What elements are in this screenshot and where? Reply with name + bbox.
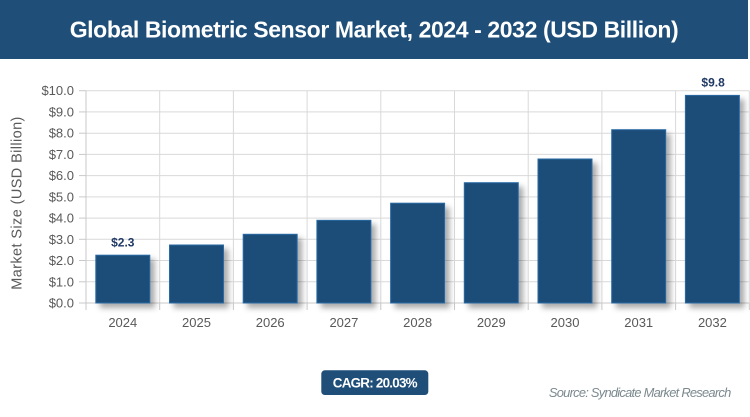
svg-text:2026: 2026 <box>256 315 285 330</box>
svg-text:2030: 2030 <box>551 315 580 330</box>
svg-text:Global Biometric Sensor Market: Global Biometric Sensor Market, 2024 - 2… <box>70 17 679 43</box>
svg-text:$0.0: $0.0 <box>49 296 74 311</box>
svg-text:2028: 2028 <box>403 315 432 330</box>
svg-text:$7.0: $7.0 <box>49 147 74 162</box>
svg-text:$5.0: $5.0 <box>49 189 74 204</box>
svg-text:$2.3: $2.3 <box>111 235 135 249</box>
svg-text:$8.0: $8.0 <box>49 126 74 141</box>
svg-text:$6.0: $6.0 <box>49 168 74 183</box>
svg-text:2032: 2032 <box>698 315 727 330</box>
svg-text:$9.0: $9.0 <box>49 104 74 119</box>
svg-text:2031: 2031 <box>624 315 653 330</box>
svg-text:2025: 2025 <box>182 315 211 330</box>
svg-text:$9.8: $9.8 <box>701 76 725 90</box>
svg-text:2029: 2029 <box>477 315 506 330</box>
svg-text:$10.0: $10.0 <box>41 83 74 98</box>
svg-text:$3.0: $3.0 <box>49 232 74 247</box>
svg-text:CAGR: 20.03%: CAGR: 20.03% <box>333 375 418 390</box>
svg-text:2027: 2027 <box>329 315 358 330</box>
svg-text:$2.0: $2.0 <box>49 253 74 268</box>
svg-text:Market Size (USD Billion): Market Size (USD Billion) <box>10 116 26 290</box>
svg-text:Source: Syndicate Market Resea: Source: Syndicate Market Research <box>549 385 731 400</box>
svg-text:$4.0: $4.0 <box>49 211 74 226</box>
svg-text:2024: 2024 <box>108 315 137 330</box>
svg-text:$1.0: $1.0 <box>49 274 74 289</box>
